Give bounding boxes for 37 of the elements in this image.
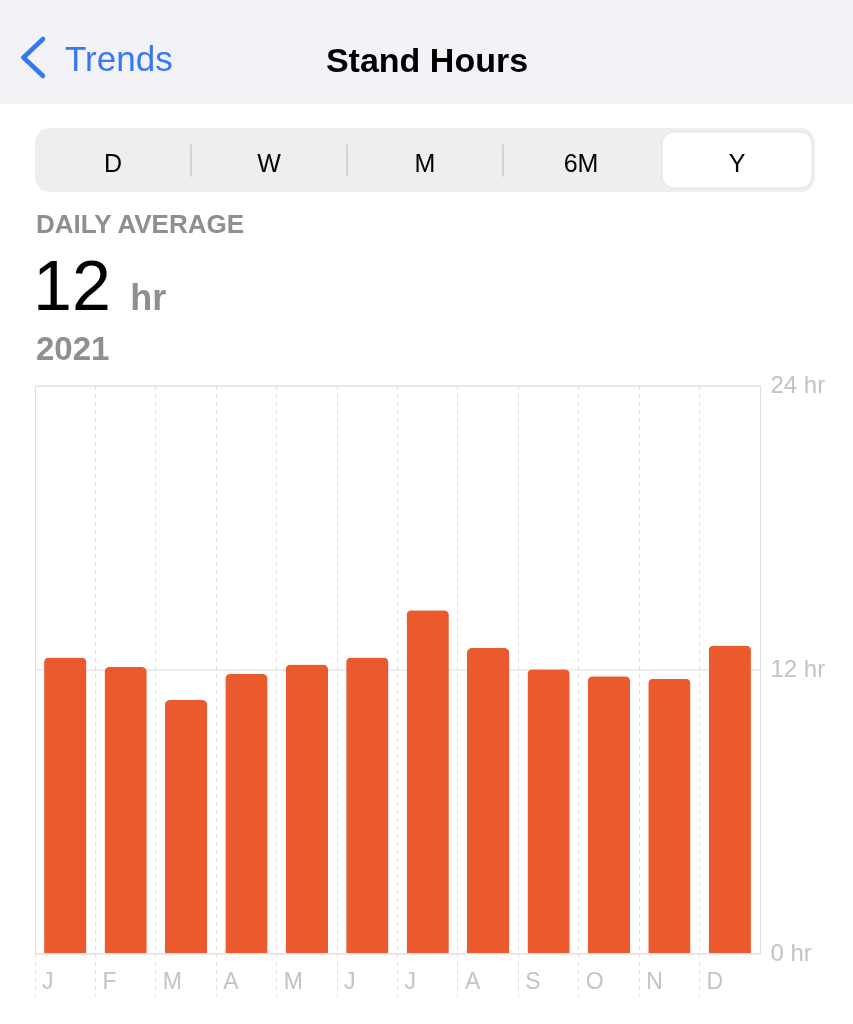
bar [285, 664, 329, 953]
bar [466, 647, 510, 953]
y-tick-label: 12 hr [770, 654, 826, 682]
y-tick-label: 0 hr [770, 938, 812, 966]
bar [164, 699, 208, 953]
chart-subtitle: DAILY AVERAGE [36, 209, 245, 239]
text: 12 hr [33, 247, 167, 325]
chart-title: Stand Hours [325, 41, 529, 79]
bar [225, 673, 268, 953]
x-tick-label: J [42, 967, 54, 994]
text: D [103, 148, 123, 177]
text: M [414, 148, 436, 177]
text: Y [728, 148, 746, 177]
y-tick-label: 24 hr [770, 371, 826, 398]
x-tick-label: O [585, 967, 604, 994]
x-tick-label: N [646, 967, 663, 994]
x-tick-label: D [706, 967, 724, 994]
bar [104, 666, 147, 953]
bar [406, 610, 449, 953]
bar [587, 676, 631, 953]
x-tick-label: J [344, 967, 356, 994]
x-tick-label: J [404, 967, 416, 994]
bar [708, 645, 751, 953]
x-tick-label: S [525, 967, 541, 994]
bar [44, 657, 87, 953]
x-tick-label: F [102, 967, 117, 994]
x-tick-label: M [162, 967, 183, 994]
bar [648, 678, 691, 953]
text: 2021 [36, 330, 110, 367]
text: 6M [563, 148, 599, 177]
text: Trends [65, 39, 173, 78]
bar [527, 669, 570, 953]
x-tick-label: A [464, 967, 481, 994]
text: W [257, 148, 282, 177]
x-tick-label: A [223, 967, 240, 994]
bar [346, 657, 389, 953]
x-tick-label: M [283, 967, 303, 994]
